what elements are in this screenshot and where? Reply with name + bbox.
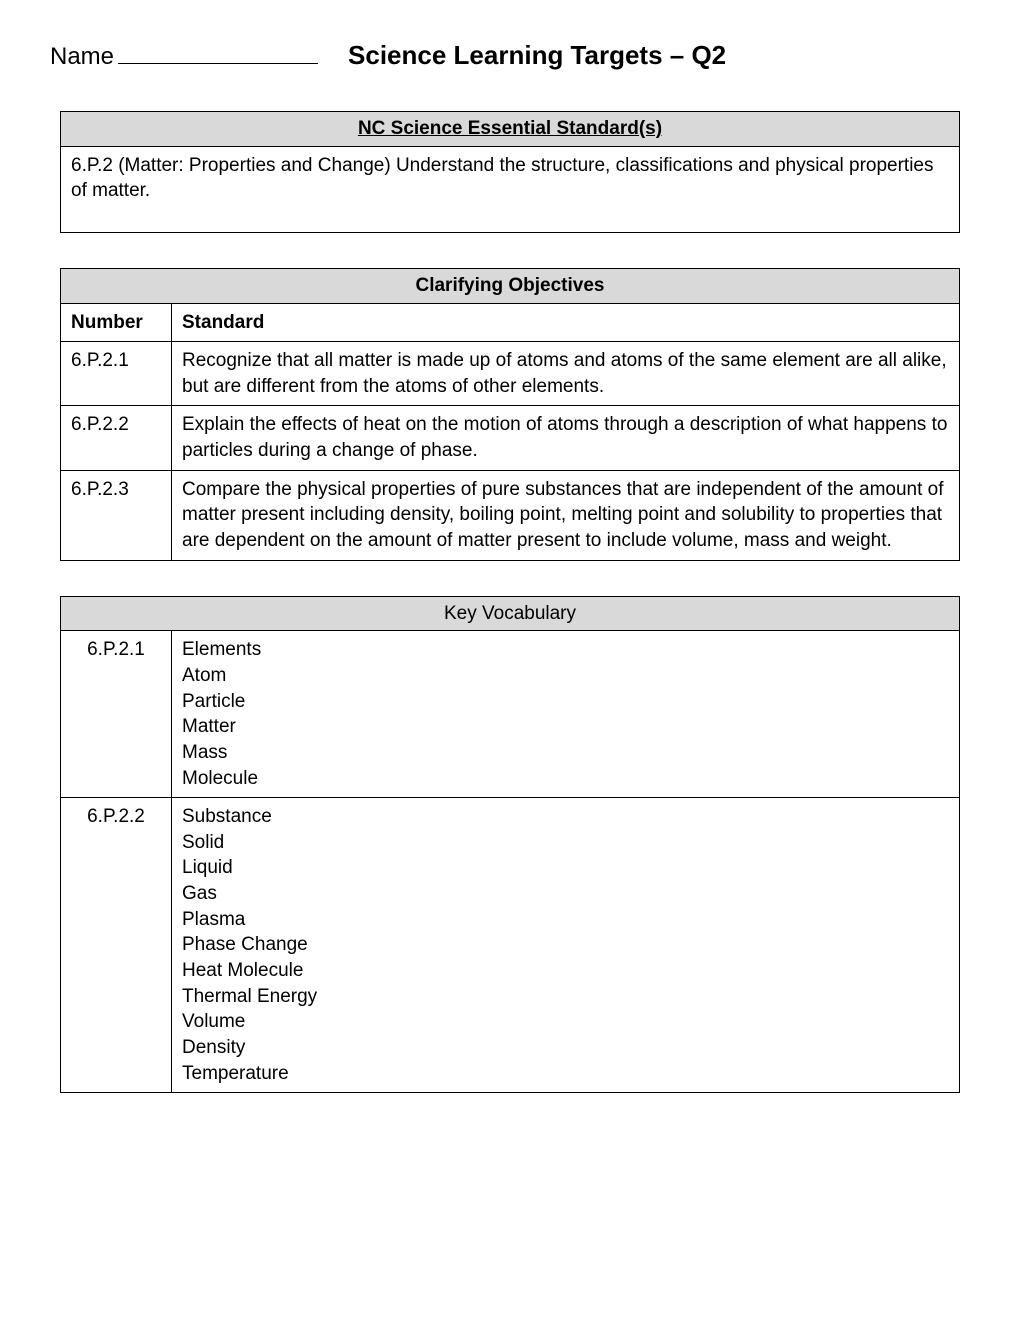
page-title: Science Learning Targets – Q2 bbox=[348, 40, 726, 71]
table-row: 6.P.2.1 Recognize that all matter is mad… bbox=[61, 342, 960, 406]
header: Name Science Learning Targets – Q2 bbox=[50, 40, 970, 71]
objective-number: 6.P.2.2 bbox=[61, 406, 172, 470]
objective-standard: Compare the physical properties of pure … bbox=[172, 470, 960, 560]
table-row: 6.P.2.1 Elements Atom Particle Matter Ma… bbox=[61, 631, 960, 798]
table-row: 6.P.2.3 Compare the physical properties … bbox=[61, 470, 960, 560]
vocab-number: 6.P.2.1 bbox=[61, 631, 172, 798]
essential-standards-table: NC Science Essential Standard(s) 6.P.2 (… bbox=[60, 111, 960, 233]
key-vocabulary-table: Key Vocabulary 6.P.2.1 Elements Atom Par… bbox=[60, 596, 960, 1094]
clarifying-objectives-table: Clarifying Objectives Number Standard 6.… bbox=[60, 268, 960, 561]
objective-number: 6.P.2.1 bbox=[61, 342, 172, 406]
table-row: 6.P.2.2 Substance Solid Liquid Gas Plasm… bbox=[61, 798, 960, 1093]
essential-standards-text: 6.P.2 (Matter: Properties and Change) Un… bbox=[61, 146, 960, 232]
column-header-number: Number bbox=[61, 303, 172, 342]
name-label: Name bbox=[50, 43, 114, 71]
objective-standard: Explain the effects of heat on the motio… bbox=[172, 406, 960, 470]
clarifying-objectives-heading: Clarifying Objectives bbox=[61, 268, 960, 303]
vocab-terms: Substance Solid Liquid Gas Plasma Phase … bbox=[172, 798, 960, 1093]
vocab-number: 6.P.2.2 bbox=[61, 798, 172, 1093]
objective-standard: Recognize that all matter is made up of … bbox=[172, 342, 960, 406]
vocab-terms: Elements Atom Particle Matter Mass Molec… bbox=[172, 631, 960, 798]
name-blank-line[interactable] bbox=[118, 43, 318, 64]
column-header-standard: Standard bbox=[172, 303, 960, 342]
essential-standards-heading: NC Science Essential Standard(s) bbox=[61, 112, 960, 147]
key-vocabulary-heading: Key Vocabulary bbox=[61, 596, 960, 631]
table-row: 6.P.2.2 Explain the effects of heat on t… bbox=[61, 406, 960, 470]
objective-number: 6.P.2.3 bbox=[61, 470, 172, 560]
